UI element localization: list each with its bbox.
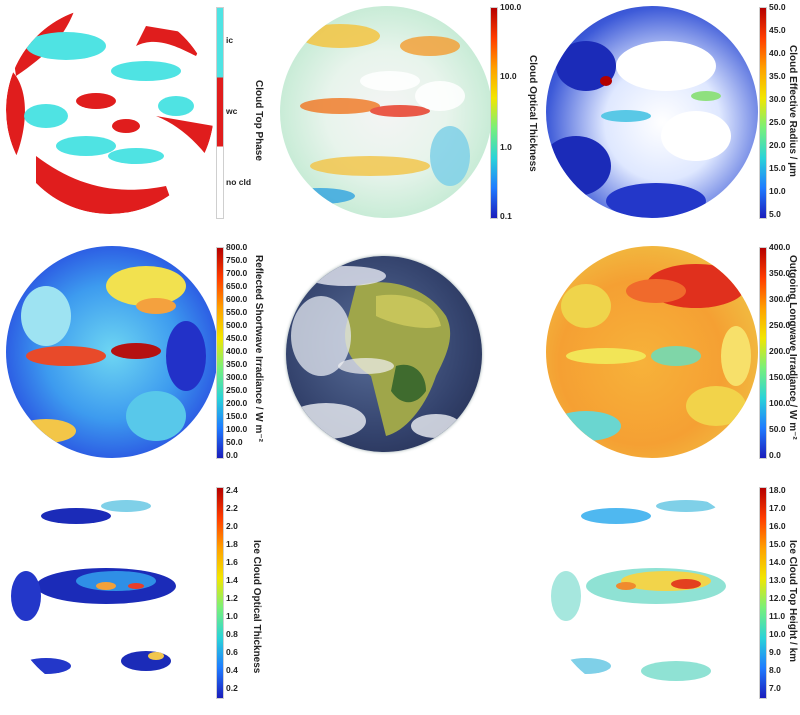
cloud-optical-thickness-tick: 10.0 bbox=[500, 71, 517, 81]
cloud-top-phase-title: Cloud Top Phase bbox=[253, 80, 264, 161]
ice-cloud-optical-thickness-tick: 2.2 bbox=[226, 503, 238, 513]
outgoing-longwave-tick: 150.0 bbox=[769, 372, 791, 382]
cloud-top-phase-colorbar bbox=[216, 7, 224, 219]
cloud-optical-thickness-map bbox=[280, 6, 492, 218]
reflected-shortwave-tick: 600.0 bbox=[226, 294, 248, 304]
outgoing-longwave-title: Outgoing Longwave Irradiance / W m⁻² bbox=[787, 255, 798, 440]
outgoing-longwave-tick: 200.0 bbox=[769, 346, 791, 356]
cloud-optical-thickness-title: Cloud Optical Thickness bbox=[527, 55, 538, 172]
ice-cloud-optical-thickness-tick: 0.6 bbox=[226, 647, 238, 657]
cloud-effective-radius-tick: 20.0 bbox=[769, 140, 786, 150]
reflected-shortwave-tick: 350.0 bbox=[226, 359, 248, 369]
ice-cloud-optical-thickness-tick: 0.8 bbox=[226, 629, 238, 639]
outgoing-longwave-tick: 100.0 bbox=[769, 398, 791, 408]
ice-cloud-optical-thickness-map bbox=[6, 486, 218, 698]
outgoing-longwave-tick: 300.0 bbox=[769, 294, 791, 304]
cloud-effective-radius-tick: 50.0 bbox=[769, 2, 786, 12]
cloud-effective-radius-tick: 25.0 bbox=[769, 117, 786, 127]
reflected-shortwave-tick: 750.0 bbox=[226, 255, 248, 265]
reflected-shortwave-tick: 300.0 bbox=[226, 372, 248, 382]
ice-cloud-optical-thickness-tick: 2.4 bbox=[226, 485, 238, 495]
panel-rgb-earth bbox=[270, 240, 540, 475]
ice-cloud-optical-thickness-tick: 1.4 bbox=[226, 575, 238, 585]
panel-ice-cloud-top-height: 18.0 17.0 16.0 15.0 14.0 13.0 12.0 11.0 … bbox=[540, 480, 800, 715]
outgoing-longwave-tick: 0.0 bbox=[769, 450, 781, 460]
ice-cloud-optical-thickness-tick: 1.2 bbox=[226, 593, 238, 603]
cloud-effective-radius-map bbox=[546, 6, 758, 218]
cloud-effective-radius-tick: 45.0 bbox=[769, 25, 786, 35]
ice-cloud-optical-thickness-tick: 0.4 bbox=[226, 665, 238, 675]
ice-cloud-optical-thickness-tick: 1.8 bbox=[226, 539, 238, 549]
reflected-shortwave-tick: 550.0 bbox=[226, 307, 248, 317]
cloud-effective-radius-title: Cloud Effective Radius / µm bbox=[787, 45, 798, 177]
panel-cloud-effective-radius: 50.0 45.0 40.0 35.0 30.0 25.0 20.0 15.0 … bbox=[540, 0, 800, 235]
ice-cloud-top-height-tick: 12.0 bbox=[769, 593, 786, 603]
ice-cloud-top-height-tick: 10.0 bbox=[769, 629, 786, 639]
cloud-optical-thickness-colorbar bbox=[490, 7, 498, 219]
outgoing-longwave-tick: 400.0 bbox=[769, 242, 791, 252]
reflected-shortwave-tick: 200.0 bbox=[226, 398, 248, 408]
panel-cloud-top-phase: ic wc no cld Cloud Top Phase bbox=[0, 0, 270, 235]
panel-reflected-shortwave: 800.0 750.0 700.0 650.0 600.0 550.0 500.… bbox=[0, 240, 270, 475]
ice-cloud-optical-thickness-colorbar bbox=[216, 487, 224, 699]
ice-cloud-top-height-tick: 14.0 bbox=[769, 557, 786, 567]
ice-cloud-top-height-tick: 9.0 bbox=[769, 647, 781, 657]
cloud-effective-radius-tick: 5.0 bbox=[769, 209, 781, 219]
outgoing-longwave-map bbox=[546, 246, 758, 458]
ice-cloud-top-height-map bbox=[546, 486, 758, 698]
cloud-effective-radius-tick: 10.0 bbox=[769, 186, 786, 196]
ice-cloud-top-height-tick: 11.0 bbox=[769, 611, 786, 621]
reflected-shortwave-tick: 400.0 bbox=[226, 346, 248, 356]
reflected-shortwave-tick: 500.0 bbox=[226, 320, 248, 330]
outgoing-longwave-colorbar bbox=[759, 247, 767, 459]
reflected-shortwave-tick: 450.0 bbox=[226, 333, 248, 343]
panel-outgoing-longwave: 400.0 350.0 300.0 250.0 200.0 150.0 100.… bbox=[540, 240, 800, 475]
cloud-top-phase-tick: wc bbox=[226, 106, 238, 116]
ice-cloud-top-height-colorbar bbox=[759, 487, 767, 699]
reflected-shortwave-tick: 800.0 bbox=[226, 242, 248, 252]
cloud-top-phase-tick: ic bbox=[226, 35, 234, 45]
reflected-shortwave-tick: 100.0 bbox=[226, 424, 248, 434]
reflected-shortwave-tick: 250.0 bbox=[226, 385, 248, 395]
cloud-optical-thickness-tick: 1.0 bbox=[500, 142, 512, 152]
reflected-shortwave-tick: 0.0 bbox=[226, 450, 238, 460]
ice-cloud-optical-thickness-title: Ice Cloud Optical Thickness bbox=[251, 540, 262, 674]
ice-cloud-top-height-tick: 13.0 bbox=[769, 575, 786, 585]
panel-cloud-optical-thickness: 100.0 10.0 1.0 0.1 Cloud Optical Thickne… bbox=[270, 0, 540, 235]
reflected-shortwave-title: Reflected Shortwave Irradiance / W m⁻² bbox=[253, 255, 264, 442]
ice-cloud-top-height-tick: 8.0 bbox=[769, 665, 781, 675]
reflected-shortwave-tick: 650.0 bbox=[226, 281, 248, 291]
cloud-optical-thickness-tick: 100.0 bbox=[500, 2, 522, 12]
cloud-effective-radius-tick: 15.0 bbox=[769, 163, 786, 173]
outgoing-longwave-tick: 50.0 bbox=[769, 424, 786, 434]
rgb-earth-image bbox=[286, 256, 482, 452]
reflected-shortwave-tick: 700.0 bbox=[226, 268, 248, 278]
ice-cloud-top-height-title: Ice Cloud Top Height / km bbox=[787, 540, 798, 663]
ice-cloud-top-height-tick: 7.0 bbox=[769, 683, 781, 693]
ice-cloud-top-height-tick: 17.0 bbox=[769, 503, 786, 513]
reflected-shortwave-map bbox=[6, 246, 218, 458]
reflected-shortwave-colorbar bbox=[216, 247, 224, 459]
outgoing-longwave-tick: 350.0 bbox=[769, 268, 791, 278]
cloud-top-phase-tick: no cld bbox=[226, 177, 252, 187]
ice-cloud-top-height-tick: 16.0 bbox=[769, 521, 786, 531]
cloud-effective-radius-tick: 35.0 bbox=[769, 71, 786, 81]
ice-cloud-optical-thickness-tick: 2.0 bbox=[226, 521, 238, 531]
cloud-effective-radius-colorbar bbox=[759, 7, 767, 219]
reflected-shortwave-tick: 50.0 bbox=[226, 437, 243, 447]
cloud-effective-radius-tick: 40.0 bbox=[769, 48, 786, 58]
ice-cloud-optical-thickness-tick: 1.6 bbox=[226, 557, 238, 567]
ice-cloud-top-height-tick: 18.0 bbox=[769, 485, 786, 495]
reflected-shortwave-tick: 150.0 bbox=[226, 411, 248, 421]
ice-cloud-optical-thickness-tick: 1.0 bbox=[226, 611, 238, 621]
cloud-top-phase-map bbox=[6, 6, 214, 214]
ice-cloud-optical-thickness-tick: 0.2 bbox=[226, 683, 238, 693]
panel-ice-cloud-optical-thickness: 2.4 2.2 2.0 1.8 1.6 1.4 1.2 1.0 0.8 0.6 … bbox=[0, 480, 270, 715]
outgoing-longwave-tick: 250.0 bbox=[769, 320, 791, 330]
ice-cloud-top-height-tick: 15.0 bbox=[769, 539, 786, 549]
cloud-effective-radius-tick: 30.0 bbox=[769, 94, 786, 104]
cloud-optical-thickness-tick: 0.1 bbox=[500, 211, 512, 221]
